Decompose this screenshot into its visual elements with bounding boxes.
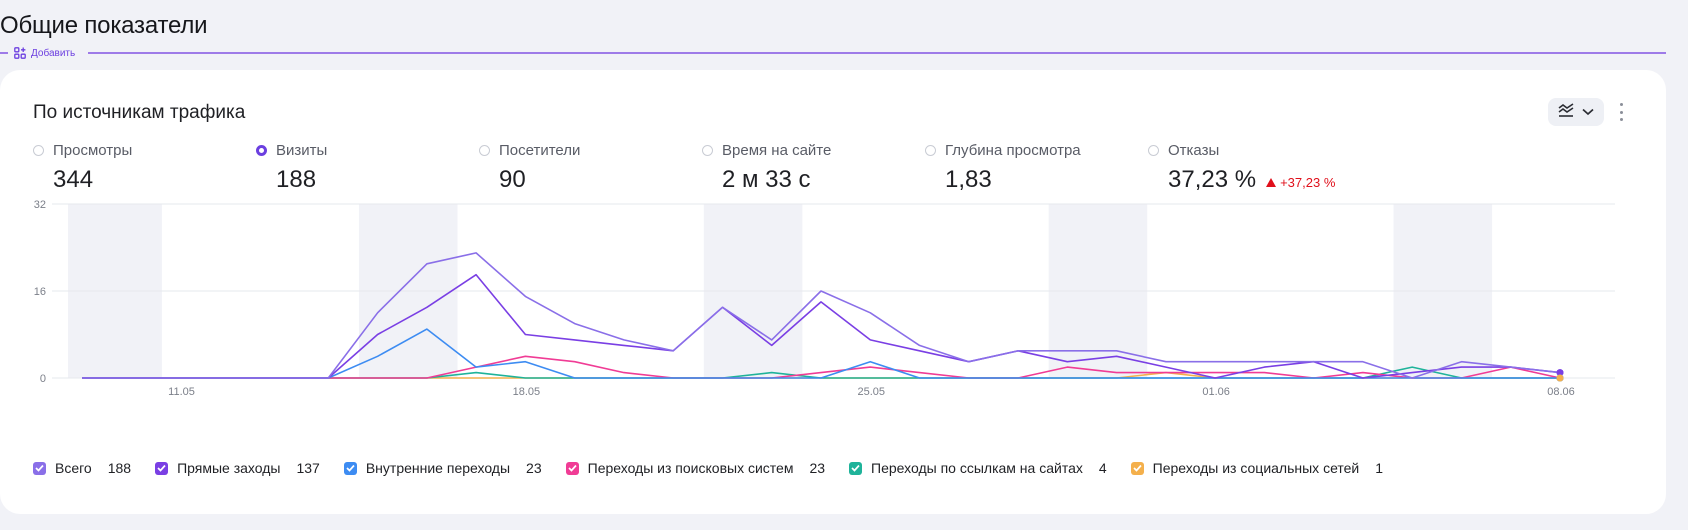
legend-series-total: 4: [1098, 460, 1107, 476]
metric-label: Посетители: [499, 141, 581, 159]
chevron-down-icon: [1582, 103, 1594, 121]
checkbox-checked-icon[interactable]: [849, 461, 863, 475]
radio-pageviews[interactable]: [33, 144, 44, 156]
card-tools: [1548, 98, 1624, 126]
legend-item[interactable]: Переходы из социальных сетей 1: [1130, 460, 1384, 476]
y-tick-label: 16: [34, 286, 46, 298]
checkbox-checked-icon[interactable]: [343, 461, 357, 475]
series-line: [82, 273, 1561, 379]
metric-label: Отказы: [1168, 141, 1220, 159]
metric-label: Просмотры: [53, 141, 133, 159]
metric-label: Визиты: [276, 141, 328, 159]
legend-series-total: 188: [107, 460, 132, 476]
legend-series-name: Всего: [55, 460, 92, 476]
triangle-up-icon: [1266, 178, 1277, 187]
metric-value: 344: [53, 166, 94, 193]
metric-bounces[interactable]: Отказы 37,23 % +37,23 %: [1148, 140, 1335, 194]
legend-item[interactable]: Переходы по ссылкам на сайтах 4: [849, 460, 1107, 476]
checkbox-checked-icon[interactable]: [1130, 461, 1144, 475]
metric-label: Глубина просмотра: [945, 141, 1081, 159]
legend-series-total: 1: [1375, 460, 1384, 476]
card-title: По источникам трафика: [33, 102, 246, 123]
x-tick-label: 01.06: [1202, 386, 1230, 398]
legend-series-name: Внутренние переходы: [365, 460, 511, 476]
series-end-point: [1556, 369, 1564, 377]
radio-time-on-site[interactable]: [702, 144, 713, 156]
add-widget-label: Добавить: [31, 47, 76, 59]
traffic-sources-card: По источникам трафика Просмотры 344 Визи…: [0, 70, 1666, 514]
legend-series-name: Переходы по ссылкам на сайтах: [871, 460, 1083, 476]
series-line: [82, 355, 1561, 379]
line-chart-icon: [1558, 102, 1574, 122]
chart-legend: Всего 188 Прямые заходы 137 Внутренние перех…: [33, 460, 1407, 476]
x-tick-label: 11.05: [168, 386, 195, 398]
metric-value: 188: [276, 166, 317, 193]
radio-visits[interactable]: [256, 144, 267, 156]
checkbox-checked-icon[interactable]: [33, 461, 46, 475]
metric-label: Время на сайте: [722, 141, 832, 159]
legend-series-name: Переходы из социальных сетей: [1152, 460, 1360, 476]
metric-depth[interactable]: Глубина просмотра 1,83: [925, 140, 1081, 194]
y-tick-label: 32: [34, 199, 46, 211]
x-tick-label: 08.06: [1547, 386, 1575, 398]
metric-visitors[interactable]: Посетители 90: [479, 140, 580, 194]
section-divider: Добавить: [0, 46, 1666, 60]
divider-line-left: [0, 52, 8, 54]
legend-series-name: Переходы из поисковых систем: [587, 460, 794, 476]
metric-visits[interactable]: Визиты 188: [256, 140, 327, 194]
widgets-icon: [14, 47, 26, 59]
metrics-row: Просмотры 344 Визиты 188 Посетители 90 В…: [33, 140, 1533, 200]
legend-series-total: 137: [296, 460, 320, 476]
legend-item[interactable]: Внутренние переходы 23: [343, 460, 542, 476]
legend-item[interactable]: Всего 188: [33, 460, 131, 476]
kebab-menu-icon[interactable]: [1618, 103, 1624, 121]
metric-pageviews[interactable]: Просмотры 344: [33, 140, 132, 194]
metric-time-on-site[interactable]: Время на сайте 2 м 33 с: [702, 140, 831, 194]
delta-value: +37,23 %: [1280, 175, 1336, 190]
metric-value: 90: [499, 166, 526, 193]
x-tick-label: 25.05: [858, 386, 886, 398]
checkbox-checked-icon[interactable]: [155, 461, 169, 475]
series-line: [82, 252, 1561, 379]
metric-value: 2 м 33 с: [722, 166, 811, 193]
radio-depth[interactable]: [925, 144, 936, 156]
legend-series-name: Прямые заходы: [177, 460, 281, 476]
legend-item[interactable]: Прямые заходы 137: [155, 460, 320, 476]
series-end-point: [1556, 374, 1564, 382]
chart-type-button[interactable]: [1548, 98, 1604, 126]
legend-series-total: 23: [809, 460, 826, 476]
y-tick-label: 0: [40, 373, 46, 385]
delta-badge: +37,23 %: [1266, 175, 1335, 190]
radio-visitors[interactable]: [479, 144, 490, 156]
traffic-line-chart: 0 16 32 11.05 18.05 25.05 01.06 08.06: [34, 199, 1615, 398]
metric-value: 37,23 %: [1168, 166, 1257, 193]
checkbox-checked-icon[interactable]: [565, 461, 579, 475]
add-widget-button[interactable]: Добавить: [14, 46, 75, 60]
page-title: Общие показатели: [0, 12, 208, 39]
divider-line-right: [88, 52, 1666, 54]
x-tick-label: 18.05: [513, 386, 541, 398]
radio-bounces[interactable]: [1148, 144, 1159, 156]
legend-series-total: 23: [526, 460, 542, 476]
metric-value: 1,83: [945, 166, 992, 193]
legend-item[interactable]: Переходы из поисковых систем 23: [565, 460, 826, 476]
